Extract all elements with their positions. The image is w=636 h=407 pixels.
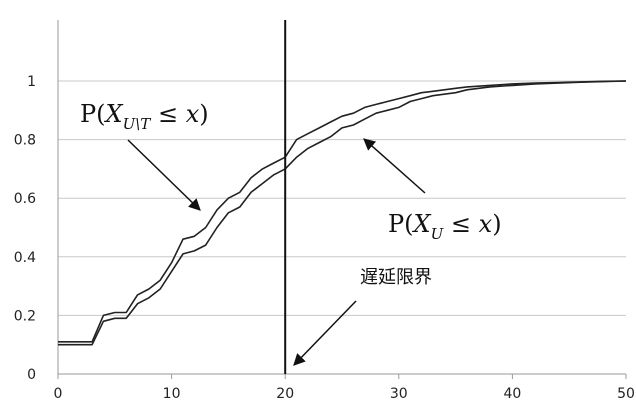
- y-tick-label: 0.6: [14, 191, 36, 207]
- x-tick-label: 20: [276, 386, 294, 402]
- annotation-delay-bound: 遅延限界: [360, 267, 432, 288]
- annotation-u: P(XU ≤ x): [388, 210, 502, 243]
- x-tick-label: 40: [503, 386, 521, 402]
- y-tick-label: 0.4: [14, 250, 36, 266]
- y-tick-label: 0.8: [14, 133, 36, 149]
- tick-labels: 00.20.40.60.810 10 20 30 40 50: [14, 74, 635, 402]
- y-tick-label: 0: [27, 367, 36, 383]
- annotation-arrow-2: [363, 138, 426, 194]
- series-line-1: [58, 80, 627, 343]
- series-line-2: [58, 80, 627, 346]
- x-tick-label: 0: [54, 386, 63, 402]
- y-tick-label: 0.2: [14, 308, 36, 324]
- series-group: [58, 80, 627, 346]
- annotation-arrow-1: [127, 139, 201, 211]
- x-tick-label: 30: [390, 386, 408, 402]
- x-tick-label: 50: [617, 386, 635, 402]
- axes: [57, 20, 627, 379]
- gridlines: [58, 80, 626, 316]
- x-tick-label: 10: [163, 386, 181, 402]
- annotation-arrow-3: [293, 300, 357, 366]
- y-tick-label: 1: [27, 74, 36, 90]
- annotation-u-minus-t: P(XU\T ≤ x): [80, 100, 209, 133]
